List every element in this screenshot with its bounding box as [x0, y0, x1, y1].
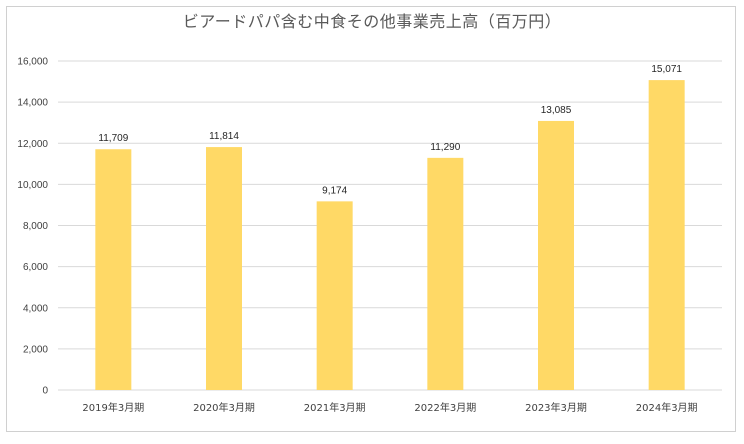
y-tick-label: 8,000	[23, 221, 48, 232]
data-label: 11,709	[98, 133, 128, 144]
y-tick-label: 10,000	[17, 180, 48, 191]
chart-title: ビアードパパ含む中食その他事業売上高（百万円）	[182, 12, 562, 31]
y-tick-label: 0	[42, 386, 48, 397]
x-category-label: 2019年3月期	[82, 401, 144, 414]
bar	[316, 201, 353, 390]
x-category-label: 2021年3月期	[304, 401, 366, 414]
y-tick-label: 6,000	[23, 262, 48, 273]
data-label: 11,290	[430, 142, 460, 153]
data-label: 9,174	[322, 185, 347, 196]
bar	[95, 149, 132, 390]
data-label: 13,085	[541, 105, 572, 116]
y-axis-ticks: 0 2,000 4,000 6,000 8,000 10,000 12,000 14,000 1…	[17, 57, 48, 397]
bar	[648, 80, 685, 390]
y-tick-label: 4,000	[23, 303, 48, 314]
x-axis-categories: 2019年3月期 2020年3月期 2021年3月期 2022年3月期 2023年3月期…	[82, 401, 697, 414]
data-label: 11,814	[209, 131, 239, 142]
bar	[538, 120, 574, 390]
y-tick-label: 12,000	[17, 139, 48, 150]
y-tick-label: 14,000	[17, 98, 48, 109]
data-labels: 11,709 11,814 9,174 11,290 13,085 15,071	[98, 64, 682, 196]
bars	[95, 80, 685, 390]
x-category-label: 2020年3月期	[193, 401, 255, 414]
gridlines	[58, 60, 722, 391]
bar	[427, 157, 464, 390]
x-category-label: 2022年3月期	[414, 401, 476, 414]
y-tick-label: 16,000	[17, 57, 48, 68]
x-category-label: 2023年3月期	[525, 401, 587, 414]
bar	[206, 147, 242, 390]
y-tick-label: 2,000	[23, 344, 48, 355]
x-category-label: 2024年3月期	[636, 401, 698, 414]
data-label: 15,071	[651, 64, 682, 75]
